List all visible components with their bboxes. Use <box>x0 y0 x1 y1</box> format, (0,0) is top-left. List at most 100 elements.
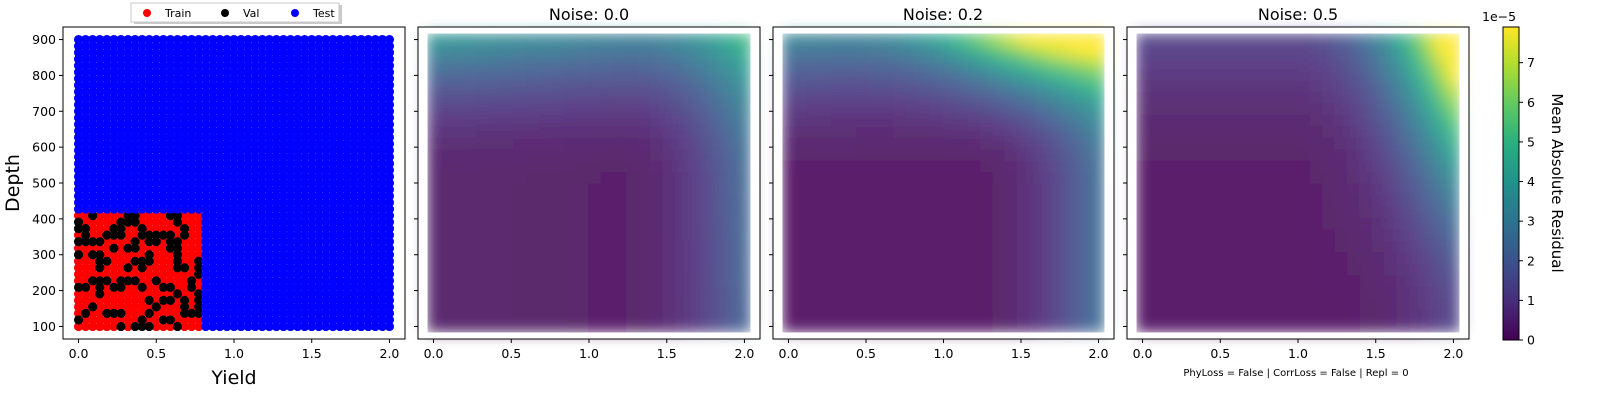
heatmap-cell <box>1185 159 1200 173</box>
test-point <box>271 152 281 162</box>
heatmap-cell <box>1004 44 1019 58</box>
heatmap-cell <box>638 308 652 322</box>
test-point <box>342 308 352 319</box>
heatmap-cell <box>856 193 870 207</box>
test-point <box>144 178 154 188</box>
heatmap-cell <box>955 170 969 184</box>
heatmap-cell <box>663 170 677 184</box>
test-point <box>271 100 281 110</box>
heatmap-cell <box>992 67 1007 81</box>
test-point <box>363 237 373 247</box>
heatmap-cell <box>1135 182 1150 196</box>
heatmap-cell <box>1160 44 1175 58</box>
heatmap-cell <box>905 274 920 287</box>
heatmap-cell <box>831 216 845 230</box>
test-point <box>257 80 267 90</box>
train-point <box>179 211 190 221</box>
test-point <box>73 132 84 142</box>
heatmap-cell <box>1421 308 1436 322</box>
heatmap-cell <box>1384 205 1399 219</box>
heatmap-cell <box>1396 216 1411 230</box>
test-point <box>165 74 175 84</box>
test-point <box>215 145 225 155</box>
heatmap-cell <box>575 125 590 138</box>
test-point <box>222 295 232 305</box>
heatmap-cell <box>1054 297 1069 310</box>
test-point <box>88 139 98 149</box>
test-point <box>179 204 190 214</box>
heatmap-cell <box>1066 159 1081 173</box>
test-point <box>123 47 133 58</box>
heatmap-cell <box>856 262 870 276</box>
heatmap-cell <box>1148 147 1162 161</box>
heatmap-cell <box>1054 44 1069 58</box>
train-point <box>151 243 161 253</box>
heatmap-cell <box>1297 228 1312 241</box>
heatmap-cell <box>1004 239 1019 253</box>
test-point <box>307 211 317 221</box>
heatmap-cell <box>918 44 932 58</box>
heatmap-cell <box>1297 285 1312 299</box>
train-point <box>187 315 197 325</box>
test-point <box>257 211 267 221</box>
test-point <box>278 113 289 123</box>
heatmap-cell <box>700 251 714 264</box>
heatmap-cell <box>1222 125 1237 138</box>
heatmap-cell <box>588 56 603 69</box>
heatmap-cell <box>930 147 945 161</box>
train-point <box>137 269 147 279</box>
test-point <box>321 224 331 234</box>
heatmap-cell <box>992 79 1007 92</box>
heatmap-cell <box>1004 147 1019 161</box>
heatmap-cell <box>1247 193 1262 207</box>
heatmap-cell <box>1421 125 1436 138</box>
heatmap-cell <box>501 147 515 161</box>
test-point <box>243 204 253 214</box>
heatmap-cell <box>526 136 540 150</box>
test-point <box>194 87 204 97</box>
train-point <box>151 217 161 227</box>
heatmap-cell <box>575 228 590 241</box>
heatmap-cell <box>880 251 895 264</box>
test-point <box>116 54 126 64</box>
heatmap-cell <box>451 159 466 173</box>
test-point <box>293 119 303 129</box>
test-point <box>243 217 253 227</box>
test-point <box>321 263 331 273</box>
test-point <box>356 119 366 129</box>
train-point <box>116 211 126 221</box>
heatmap-cell <box>1359 44 1374 58</box>
heatmap-cell <box>893 79 907 92</box>
test-point <box>137 204 147 214</box>
test-point <box>264 256 274 266</box>
test-point <box>88 204 98 214</box>
heatmap-cell <box>1309 125 1324 138</box>
test-point <box>271 119 281 129</box>
test-point <box>194 158 204 169</box>
heatmap-cell <box>725 102 739 115</box>
heatmap-cell <box>737 297 752 310</box>
heatmap-cell <box>930 56 945 69</box>
heatmap-cell <box>1197 147 1212 161</box>
test-point <box>95 119 105 129</box>
y-tick-label: 200 <box>32 283 56 298</box>
val-point <box>137 224 147 234</box>
heatmap-cell <box>893 239 907 253</box>
heatmap-cell <box>1409 216 1423 230</box>
val-point <box>130 243 140 253</box>
test-point <box>278 282 289 292</box>
heatmap-cell <box>1384 159 1399 173</box>
heatmap-cell <box>1004 193 1019 207</box>
heatmap-cell <box>918 136 932 150</box>
heatmap-cell <box>700 79 714 92</box>
heatmap-cell <box>1434 251 1448 264</box>
heatmap-cell <box>439 56 453 69</box>
heatmap-cell <box>918 205 932 219</box>
val-point <box>88 250 98 260</box>
test-point <box>222 230 232 240</box>
test-point <box>328 126 338 136</box>
train-point <box>116 315 126 325</box>
test-point <box>293 217 303 227</box>
heatmap-cell <box>476 136 491 150</box>
